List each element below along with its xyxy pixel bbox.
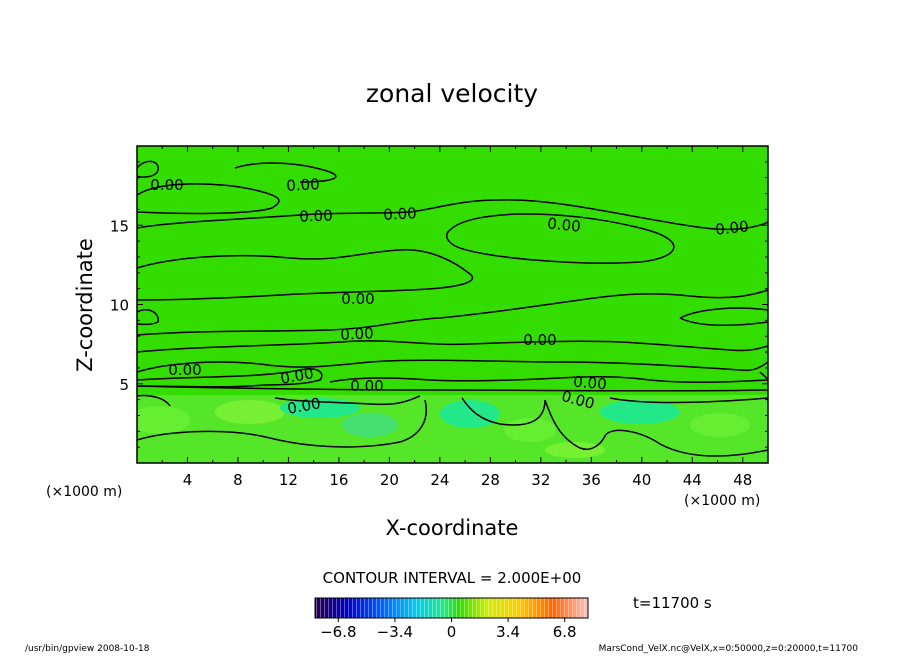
- x-tick-label: 24: [430, 471, 449, 489]
- contour-line: [137, 199, 768, 231]
- field-patch: [137, 406, 190, 434]
- contour-value-label: 0.00: [286, 394, 322, 418]
- contour-line: [137, 385, 768, 392]
- x-tick-label: 44: [683, 471, 702, 489]
- contour-line: [137, 183, 280, 215]
- contour-line: [461, 397, 546, 426]
- contour-line: [137, 160, 159, 178]
- x-tick-label: 20: [380, 471, 399, 489]
- contour-value-label: 0.00: [299, 206, 333, 225]
- colorbar-tick-label: 3.4: [496, 623, 520, 641]
- y-axis-ticks: 5 10 15: [110, 161, 768, 448]
- contour-value-label: 0.00: [350, 377, 383, 395]
- contour-value-label: 0.00: [279, 364, 315, 388]
- contour-line: [234, 162, 337, 183]
- contour-line: [679, 307, 768, 326]
- colorbar-bands: [315, 598, 588, 618]
- contour-value-label: 0.00: [573, 373, 608, 394]
- contour-line: [137, 289, 768, 336]
- colorbar-tick-label: −6.8: [320, 623, 356, 641]
- colorbar-tick-label: 0: [447, 623, 457, 641]
- x-unit-right: (×1000 m): [684, 493, 760, 509]
- contour-line: [274, 395, 421, 406]
- y-tick-label: 15: [110, 217, 129, 235]
- field-patch: [600, 400, 680, 424]
- contour-value-label: 0.00: [286, 175, 320, 195]
- contour-labels: 0.00 0.00 0.00 0.00 0.00 0.00 0.00 0.00 0.00 0.00…: [150, 175, 749, 418]
- contour-value-label: 0.00: [383, 204, 417, 224]
- colorbar: −6.8 −3.4 0 3.4 6.8: [314, 597, 589, 641]
- y-tick-label: 5: [119, 376, 129, 394]
- field-patch: [690, 413, 750, 437]
- footer-left: /usr/bin/gpview 2008-10-18: [25, 644, 150, 654]
- contour-line: [137, 399, 427, 448]
- x-tick-label: 40: [632, 471, 651, 489]
- y-tick-label: 10: [110, 297, 129, 315]
- field-patch: [215, 400, 285, 424]
- x-axis-title: X-coordinate: [386, 516, 519, 540]
- colorbar-tick-label: 6.8: [553, 623, 577, 641]
- field-patch: [440, 400, 500, 428]
- contour-line: [609, 397, 768, 404]
- contour-line: [137, 394, 171, 407]
- x-tick-label: 8: [233, 471, 243, 489]
- x-tick-label: 12: [279, 471, 298, 489]
- contour-line: [544, 399, 768, 457]
- x-tick-label: 16: [329, 471, 348, 489]
- contour-line: [137, 340, 768, 353]
- contour-value-label: 0.00: [341, 290, 374, 308]
- contour-value-label: 0.00: [546, 214, 581, 235]
- y-axis-title: Z-coordinate: [73, 238, 97, 372]
- contour-value-label: 0.00: [340, 324, 374, 344]
- colorbar-tick-label: −3.4: [377, 623, 413, 641]
- x-tick-label: 28: [481, 471, 500, 489]
- contour-value-label: 0.00: [714, 217, 749, 238]
- x-unit-left: (×1000 m): [46, 484, 122, 500]
- contour-value-label: 0.00: [150, 176, 183, 194]
- chart-title: zonal velocity: [366, 79, 538, 108]
- x-tick-label: 36: [582, 471, 601, 489]
- contour-line: [329, 375, 768, 384]
- colorbar-ticks: −6.8 −3.4 0 3.4 6.8: [320, 618, 577, 641]
- contour-lines: [137, 160, 768, 457]
- contour-line: [137, 359, 768, 373]
- x-tick-label: 32: [531, 471, 550, 489]
- contour-value-label: 0.00: [168, 361, 201, 379]
- field-patch: [545, 442, 605, 458]
- x-axis-ticks: 4 8 12 16 20 24 28 32 36 40 44 48: [161, 146, 752, 489]
- contour-interval-text: CONTOUR INTERVAL = 2.000E+00: [323, 569, 582, 587]
- footer-right: MarsCond_VelX.nc@VelX,x=0:50000,z=0:2000…: [599, 644, 859, 654]
- contour-value-label: 0.00: [523, 331, 556, 349]
- plot-area: 0.00 0.00 0.00 0.00 0.00 0.00 0.00 0.00 0.00 0.00…: [137, 146, 768, 463]
- contour-line: [445, 213, 675, 264]
- x-tick-label: 48: [733, 471, 752, 489]
- field-patch: [504, 418, 556, 442]
- contour-line: [137, 309, 159, 326]
- time-label: t=11700 s: [633, 594, 712, 612]
- x-tick-label: 4: [183, 471, 193, 489]
- contour-line: [137, 249, 474, 301]
- field-patch: [342, 413, 398, 437]
